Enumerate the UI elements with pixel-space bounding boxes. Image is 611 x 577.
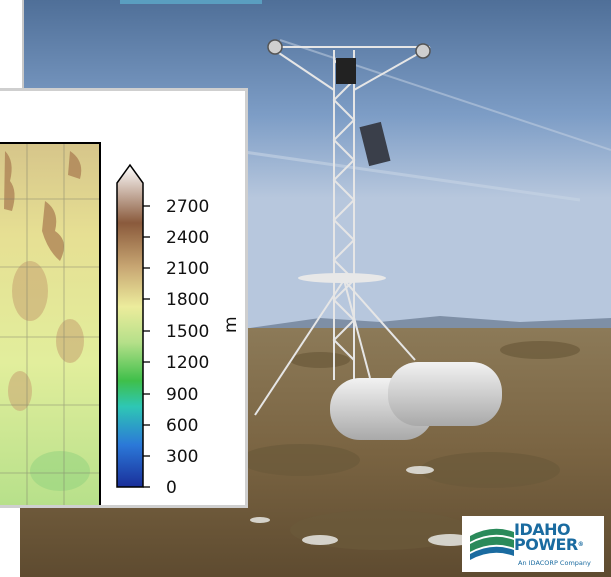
logo-wordmark: IDAHO POWER® (514, 520, 584, 554)
map-area (0, 142, 101, 505)
propane-tank-icon (388, 362, 502, 426)
elevation-map-inset: 2700 2400 2100 1800 1500 1200 900 600 30… (0, 88, 248, 508)
sensor-box (336, 58, 356, 84)
colorbar-tick-label: 1800 (166, 290, 209, 310)
colorbar-tick-label: 2400 (166, 228, 209, 248)
elevation-map-graphic: 2700 2400 2100 1800 1500 1200 900 600 30… (0, 142, 241, 505)
solar-panel-icon (359, 121, 391, 167)
colorbar-unit-label: m (221, 316, 241, 333)
anemometer-icon (267, 39, 283, 55)
left-edge-panel (0, 0, 24, 94)
colorbar-tick-label: 2100 (166, 259, 209, 279)
colorbar-tick-label: 900 (166, 385, 198, 405)
colorbar-tick-label: 2700 (166, 197, 209, 217)
colorbar-tick-label: 1200 (166, 353, 209, 373)
colorbar-tick-label: 0 (166, 478, 177, 498)
tripod-top (298, 273, 386, 283)
colorbar-tick-label: 600 (166, 416, 198, 436)
logo-line2: POWER (514, 535, 578, 554)
top-strip (120, 0, 262, 4)
anemometer-icon (415, 43, 431, 59)
colorbar-tick-label: 1500 (166, 322, 209, 342)
idaho-power-logo: IDAHO POWER® An IDACORP Company (462, 516, 604, 572)
colorbar-tick-label: 300 (166, 447, 198, 467)
colorbar: 2700 2400 2100 1800 1500 1200 900 600 30… (116, 163, 241, 498)
tower-icon (254, 46, 431, 416)
idaho-power-logo-icon (470, 528, 514, 560)
logo-tagline: An IDACORP Company (518, 559, 591, 567)
logo-line1: IDAHO (514, 520, 571, 539)
